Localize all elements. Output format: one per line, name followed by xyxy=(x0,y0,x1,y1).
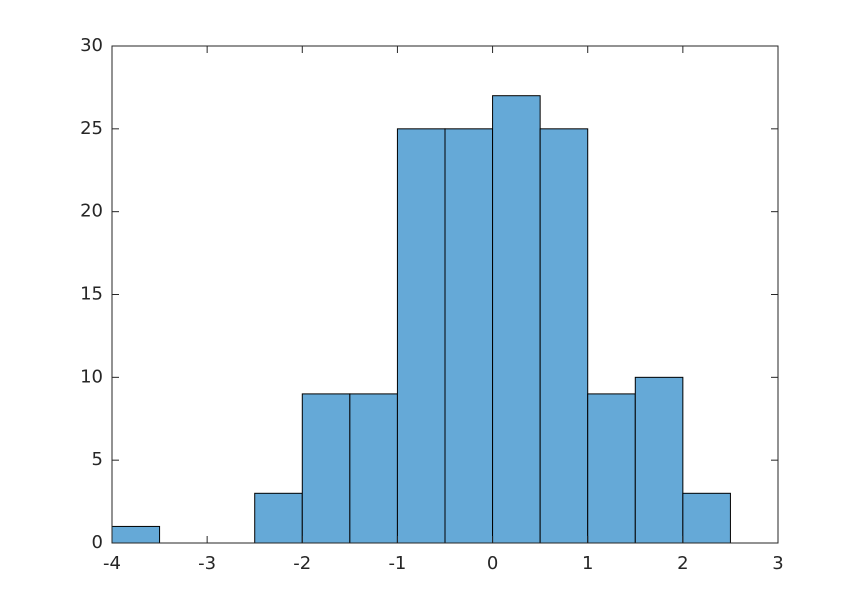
y-tick-label: 30 xyxy=(80,35,103,56)
x-tick-label: 0 xyxy=(487,553,498,574)
bar xyxy=(587,393,636,544)
y-tick-label: 5 xyxy=(92,449,103,470)
y-tick-label: 20 xyxy=(80,201,103,222)
bar xyxy=(492,95,541,544)
x-tick-label: 1 xyxy=(582,553,593,574)
bar xyxy=(254,492,303,544)
y-tick-label: 15 xyxy=(80,284,103,305)
bar xyxy=(539,128,589,544)
bar xyxy=(111,525,161,544)
bar xyxy=(301,393,351,544)
x-tick-label: -1 xyxy=(388,553,406,574)
bar xyxy=(634,376,684,544)
y-tick-label: 10 xyxy=(80,366,103,387)
bar xyxy=(444,128,494,544)
y-tick-label: 25 xyxy=(80,118,103,139)
bar xyxy=(396,128,446,544)
bar xyxy=(349,393,398,544)
bar xyxy=(682,492,731,544)
x-tick-label: -2 xyxy=(293,553,311,574)
x-tick-label: -4 xyxy=(103,553,121,574)
x-tick-label: -3 xyxy=(198,553,216,574)
y-tick-label: 0 xyxy=(92,532,103,553)
x-tick-label: 3 xyxy=(772,553,783,574)
x-tick-label: 2 xyxy=(677,553,688,574)
